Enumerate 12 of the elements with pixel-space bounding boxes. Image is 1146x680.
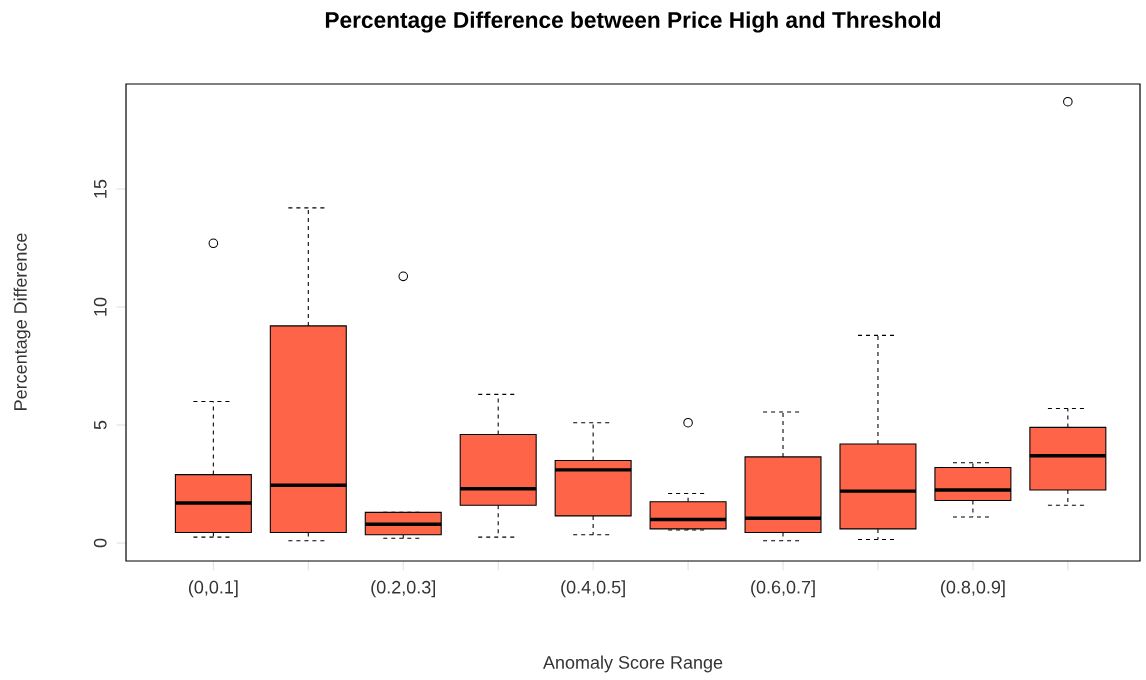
x-tick-label: (0.4,0.5] [561, 580, 625, 598]
y-tick-label: 0 [93, 538, 107, 548]
x-axis-title: Anomaly Score Range [543, 655, 723, 673]
y-tick-label: 10 [93, 297, 107, 316]
y-tick-label: 5 [94, 420, 107, 430]
x-tick-label: (0.8,0.9] [941, 580, 1005, 598]
chart-title: Percentage Difference between Price High and Threshold [325, 11, 941, 33]
x-tick-label: (0,0.1] [188, 580, 238, 598]
x-tick-label: (0.6,0.7] [751, 580, 815, 598]
y-axis-title: Percentage Difference [13, 233, 31, 410]
y-tick-label: 15 [94, 179, 107, 198]
x-tick-label: (0.2,0.3] [371, 580, 435, 598]
